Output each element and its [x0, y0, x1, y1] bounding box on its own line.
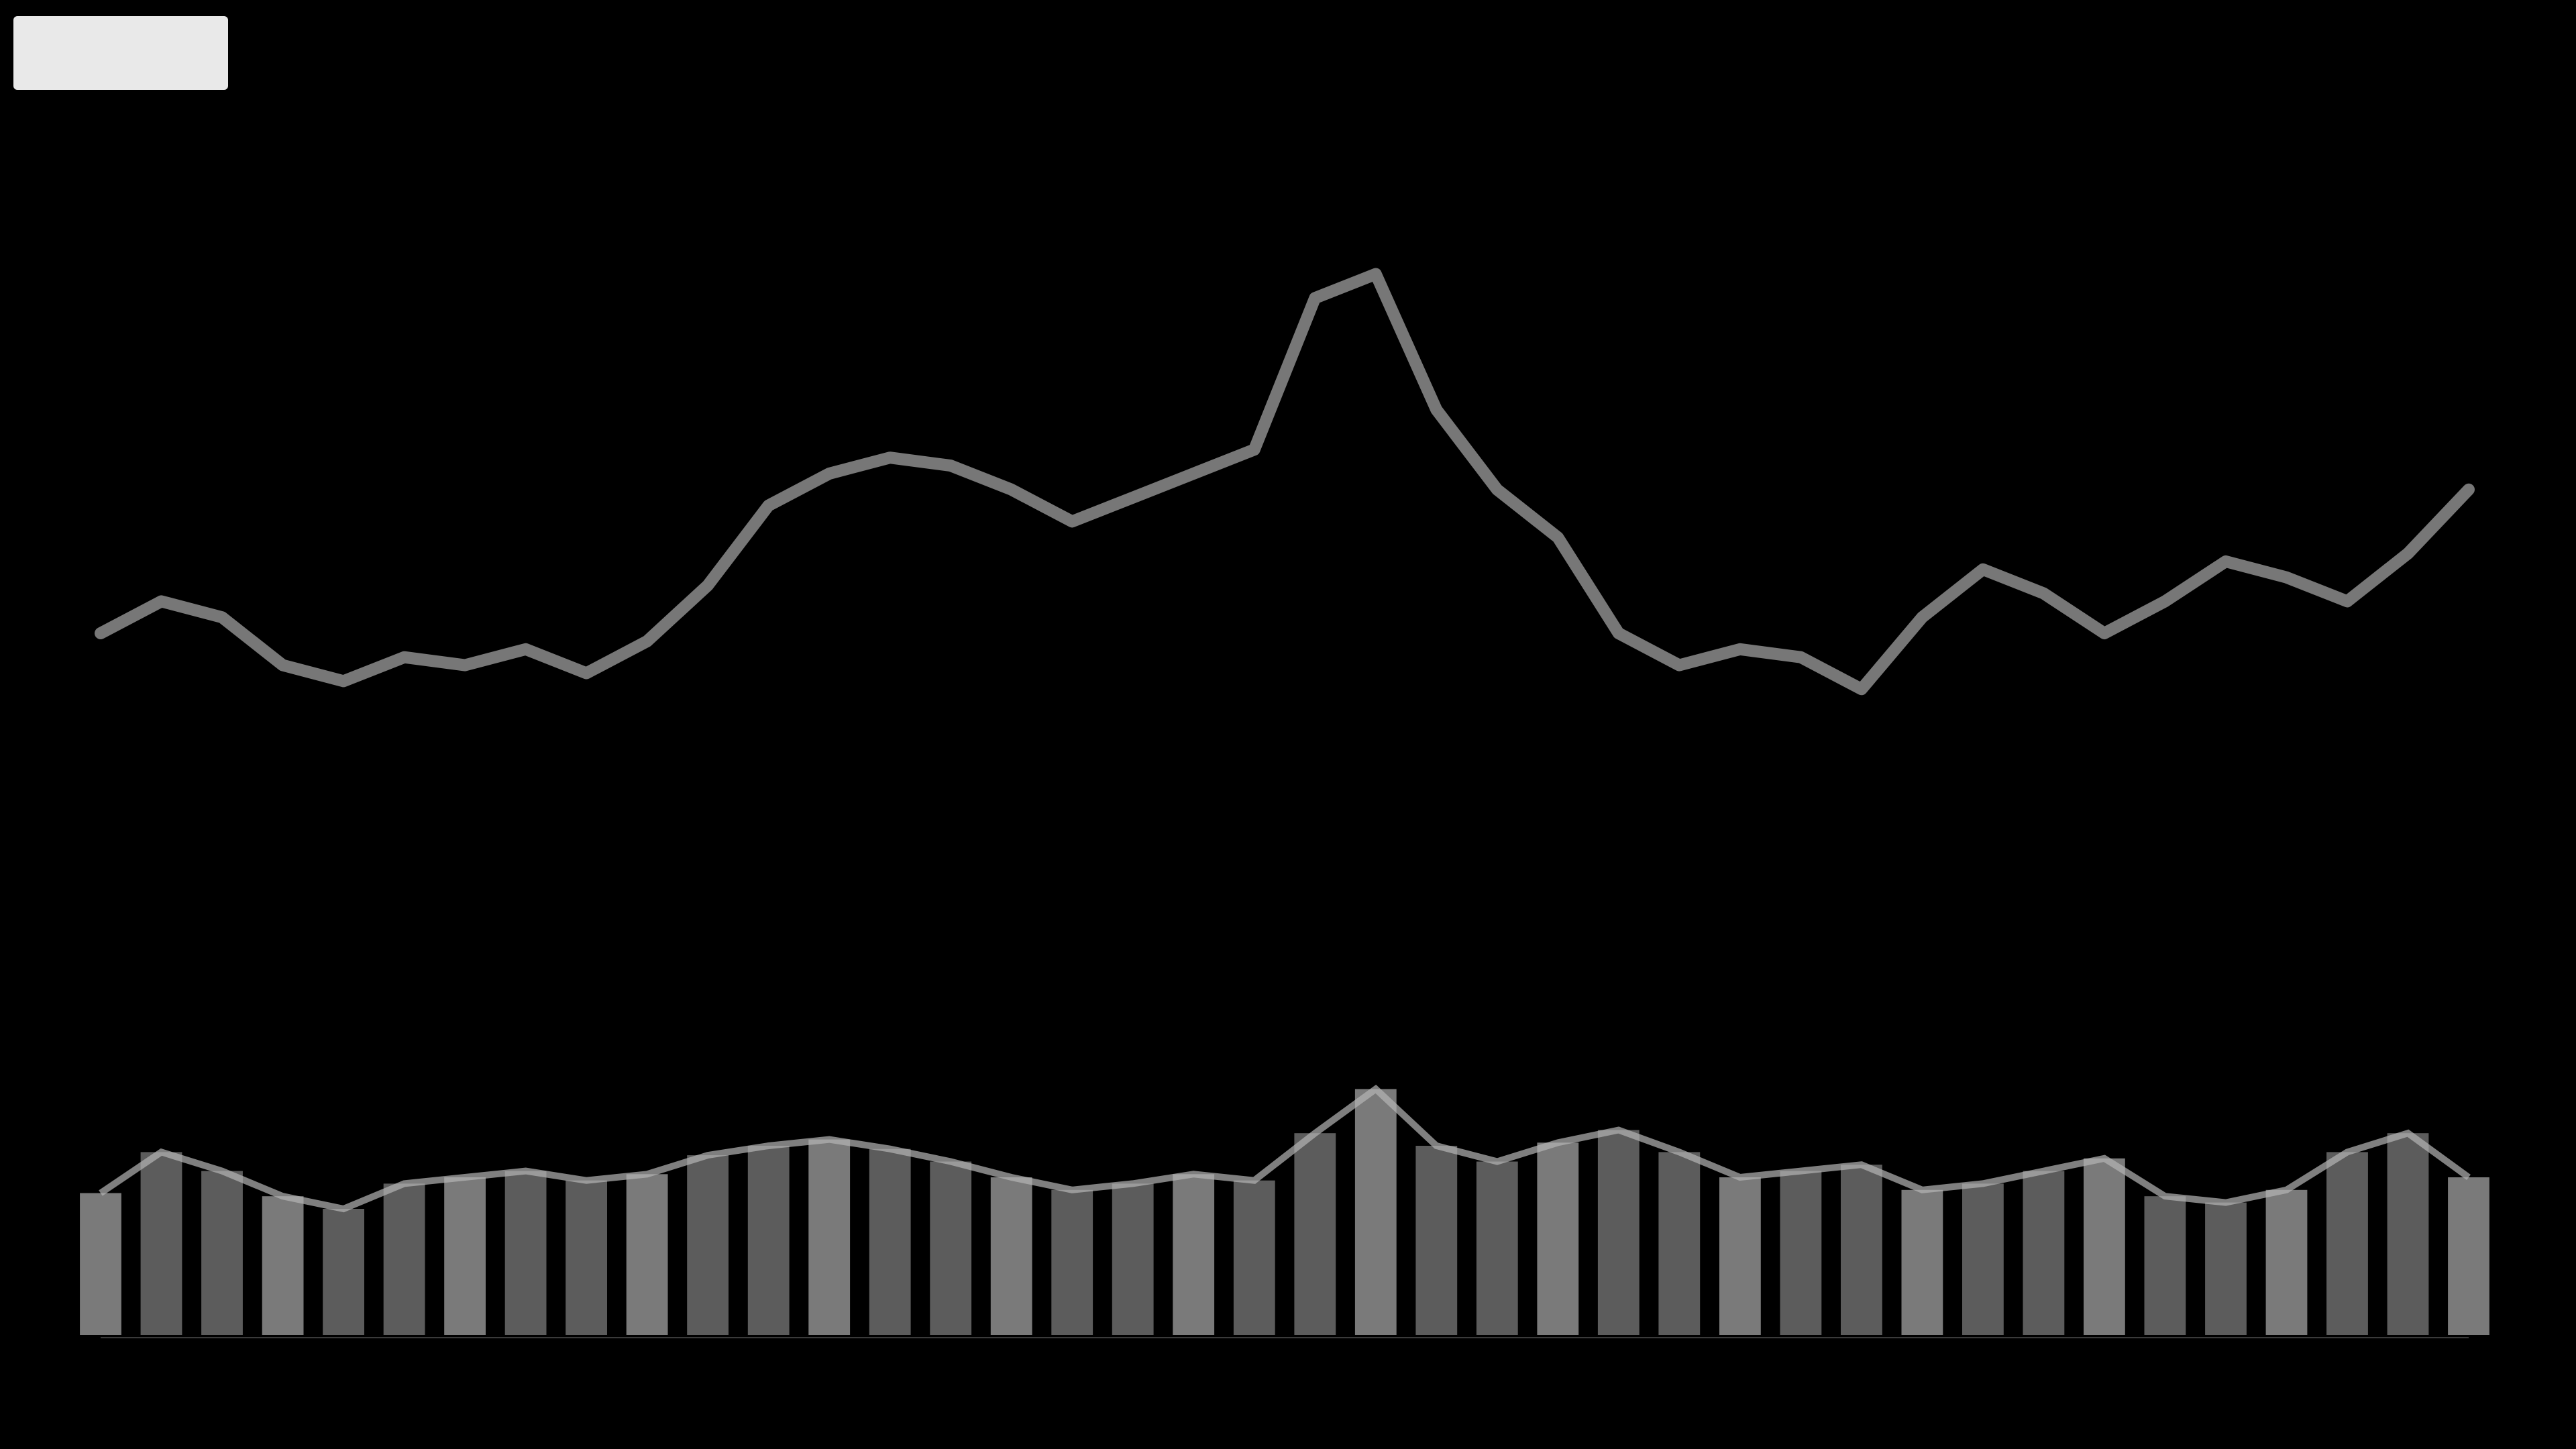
- volume-bar: [1476, 1161, 1518, 1335]
- volume-bar: [2387, 1133, 2429, 1335]
- volume-bar: [1658, 1152, 1701, 1335]
- volume-bar: [1597, 1130, 1640, 1335]
- volume-bar: [1354, 1089, 1397, 1335]
- volume-bar: [140, 1152, 182, 1335]
- volume-bar: [747, 1146, 790, 1335]
- volume-bar: [2084, 1158, 2125, 1335]
- date-axis: [0, 1362, 2576, 1422]
- volume-bar: [262, 1196, 304, 1335]
- volume-bar: [1841, 1165, 1882, 1335]
- volume-bar: [444, 1177, 486, 1335]
- volume-bar: [1112, 1183, 1154, 1335]
- volume-bar: [80, 1193, 121, 1335]
- volume-bar: [504, 1171, 547, 1335]
- volume-bar: [930, 1161, 972, 1335]
- volume-bar: [1173, 1174, 1215, 1335]
- volume-bar: [1962, 1183, 2004, 1335]
- volume-bar: [687, 1155, 729, 1335]
- volume-bar: [2326, 1152, 2368, 1335]
- volume-bar: [869, 1148, 911, 1335]
- volume-bar: [1051, 1189, 1093, 1335]
- volume-bar: [808, 1139, 851, 1335]
- volume-bar: [566, 1180, 607, 1335]
- volume-bar: [1415, 1146, 1458, 1335]
- volume-bar: [201, 1171, 243, 1335]
- volume-bar: [1780, 1171, 1822, 1335]
- volume-envelope-line: [99, 1084, 2471, 1213]
- volume-panel-label: [154, 966, 624, 1013]
- volume-bar: [990, 1177, 1032, 1335]
- volume-bar: [2144, 1196, 2186, 1335]
- symbol-tag[interactable]: [13, 16, 228, 90]
- volume-bar: [1901, 1189, 1943, 1335]
- price-series-line: [95, 268, 2475, 696]
- volume-bar: [2448, 1177, 2489, 1335]
- volume-panel: [80, 1084, 2489, 1338]
- volume-bar: [323, 1209, 364, 1335]
- volume-bar: [2023, 1171, 2065, 1335]
- volume-bar: [1537, 1142, 1579, 1335]
- volume-bar: [626, 1174, 668, 1335]
- volume-bar: [1719, 1177, 1761, 1335]
- chart-header: [0, 0, 2576, 127]
- volume-bar: [383, 1183, 425, 1335]
- price-panel: [95, 268, 2475, 696]
- volume-bar: [1294, 1133, 1336, 1335]
- volume-bar: [2265, 1189, 2308, 1335]
- volume-bar: [2205, 1202, 2247, 1335]
- volume-bar: [1233, 1180, 1275, 1335]
